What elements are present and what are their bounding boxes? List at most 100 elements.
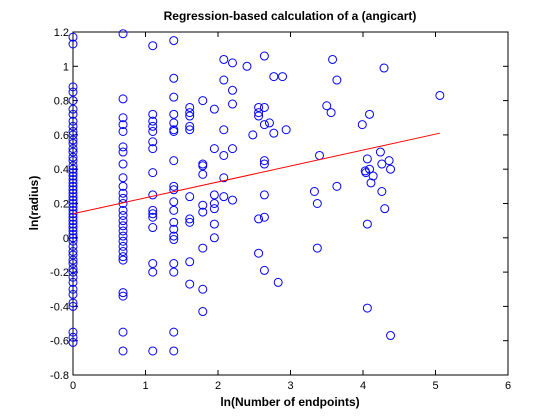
data-point	[118, 255, 128, 265]
data-point	[148, 41, 158, 51]
data-point	[185, 125, 195, 135]
data-point	[169, 346, 179, 356]
y-tick-label: 0	[63, 233, 69, 245]
data-point	[68, 164, 78, 174]
data-point	[68, 236, 78, 246]
data-point	[68, 298, 78, 308]
data-point	[68, 126, 78, 136]
data-point	[365, 164, 375, 174]
data-point	[254, 111, 264, 121]
data-point	[169, 205, 179, 215]
data-point	[118, 211, 128, 221]
data-point	[198, 284, 208, 294]
data-point	[118, 142, 128, 152]
data-point	[68, 178, 78, 188]
data-point	[68, 130, 78, 140]
data-point	[169, 235, 179, 245]
data-point	[228, 195, 237, 205]
data-point	[259, 102, 269, 112]
data-point	[118, 181, 128, 191]
data-point	[118, 147, 128, 157]
data-point	[198, 96, 208, 106]
data-point	[254, 214, 264, 224]
data-point	[148, 212, 158, 222]
data-point	[68, 259, 78, 269]
data-point	[366, 178, 376, 188]
data-point	[169, 185, 179, 195]
x-tick-label: 3	[287, 380, 293, 392]
data-point	[68, 152, 78, 162]
data-point	[219, 125, 229, 135]
data-point	[68, 188, 78, 198]
data-point	[169, 73, 179, 83]
data-point	[68, 223, 78, 233]
data-point	[259, 156, 269, 166]
data-point	[362, 154, 372, 164]
data-point	[68, 250, 78, 260]
data-point	[68, 277, 78, 287]
data-point	[169, 126, 179, 136]
axis-ticks: 0 1 2 3 4 5 6 -0.8 -0.6 -0.4 -0.2 0 0.2 0.4 0.6 0.8 1 1.2	[50, 27, 511, 392]
data-point	[68, 216, 78, 226]
y-tick-label: 0.2	[54, 199, 69, 211]
data-point	[273, 277, 283, 287]
data-point	[118, 159, 128, 169]
data-point	[68, 241, 78, 251]
data-point	[68, 82, 78, 92]
data-point	[380, 204, 390, 214]
data-point	[281, 125, 291, 135]
data-point	[209, 190, 219, 200]
y-tick-label: 0.8	[54, 96, 69, 108]
data-point	[68, 255, 78, 265]
data-point	[68, 205, 78, 215]
data-point	[148, 144, 158, 154]
data-point	[185, 102, 195, 112]
data-point	[68, 104, 78, 114]
data-point	[148, 346, 158, 356]
data-point	[209, 104, 219, 114]
data-point	[185, 257, 195, 267]
data-point	[228, 144, 237, 154]
data-point	[118, 346, 128, 356]
data-point	[148, 126, 158, 136]
data-point	[148, 109, 158, 119]
data-point	[326, 108, 336, 118]
data-point	[169, 217, 179, 227]
data-point	[68, 284, 78, 294]
data-point	[259, 159, 269, 169]
data-point	[169, 156, 179, 166]
data-point	[259, 265, 269, 275]
data-point	[68, 195, 78, 205]
data-point	[148, 209, 158, 219]
data-points	[68, 29, 445, 356]
data-point	[118, 291, 128, 301]
data-point	[228, 85, 237, 95]
y-tick-label: 1	[63, 61, 69, 73]
data-point	[118, 113, 128, 123]
data-point	[68, 147, 78, 157]
x-tick-label: 6	[505, 380, 511, 392]
data-point	[209, 204, 219, 214]
data-point	[68, 138, 78, 148]
data-point	[169, 231, 179, 241]
data-point	[169, 109, 179, 119]
data-point	[362, 303, 372, 313]
data-point	[309, 186, 319, 196]
data-point	[118, 205, 128, 215]
data-point	[357, 120, 367, 130]
chart-title: Regression-based calculation of a (angic…	[164, 9, 417, 23]
data-point	[148, 168, 158, 178]
data-point	[118, 247, 128, 257]
data-point	[185, 214, 195, 224]
data-point	[322, 101, 332, 111]
data-point	[198, 207, 208, 217]
data-point	[118, 221, 128, 231]
data-point	[209, 233, 219, 243]
data-point	[209, 144, 219, 154]
data-point	[148, 223, 158, 233]
data-point	[68, 185, 78, 195]
data-point	[68, 121, 78, 131]
data-point	[68, 202, 78, 212]
data-point	[68, 174, 78, 184]
